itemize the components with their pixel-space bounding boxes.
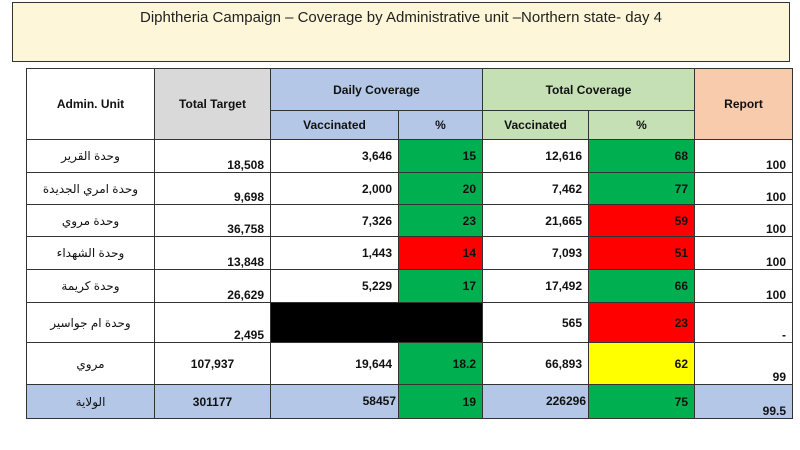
report-value: 100: [694, 236, 793, 270]
daily-percent-blank: [398, 302, 483, 343]
total-vaccinated: 17,492: [482, 269, 589, 303]
report-value: 100: [694, 172, 793, 205]
total-target: 9,698: [154, 172, 271, 205]
total-target: 26,629: [154, 269, 271, 303]
total-target: 301177: [154, 384, 271, 419]
coverage-table: Admin. Unit Total Target Daily Coverage …: [26, 68, 793, 419]
header-report: Report: [694, 68, 793, 140]
table-row: وحدة الشهداء 13,848 1,443 14 7,093 51 10…: [26, 236, 793, 270]
report-value: 99.5: [694, 384, 793, 419]
state-total-row: الولاية 301177 58457 19 226296 75 99.5: [26, 384, 793, 419]
daily-percent: 23: [398, 204, 483, 237]
total-vaccinated: 7,093: [482, 236, 589, 270]
total-percent: 66: [588, 269, 695, 303]
subheader-daily-percent: %: [398, 110, 483, 140]
total-percent: 62: [588, 342, 695, 385]
table-row: وحدة كريمة 26,629 5,229 17 17,492 66 100: [26, 269, 793, 303]
total-percent: 59: [588, 204, 695, 237]
unit-name: وحدة القرير: [26, 139, 155, 173]
table-row: وحدة ام جواسير 2,495 565 23 -: [26, 302, 793, 343]
total-percent: 75: [588, 384, 695, 419]
total-percent: 77: [588, 172, 695, 205]
daily-vaccinated: 1,443: [270, 236, 399, 270]
header-daily-coverage: Daily Coverage: [270, 68, 483, 111]
daily-percent: 17: [398, 269, 483, 303]
table-row: وحدة امري الجديدة 9,698 2,000 20 7,462 7…: [26, 172, 793, 205]
unit-name: وحدة ام جواسير: [26, 302, 155, 343]
unit-name: وحدة امري الجديدة: [26, 172, 155, 205]
unit-name: وحدة كريمة: [26, 269, 155, 303]
page-title: Diphtheria Campaign – Coverage by Admini…: [140, 9, 662, 26]
report-value: 100: [694, 269, 793, 303]
subheader-daily-vaccinated: Vaccinated: [270, 110, 399, 140]
report-value: 100: [694, 204, 793, 237]
header-total-target: Total Target: [154, 68, 271, 140]
daily-vaccinated: 7,326: [270, 204, 399, 237]
daily-percent: 15: [398, 139, 483, 173]
unit-name: الولاية: [26, 384, 155, 419]
header-admin-unit: Admin. Unit: [26, 68, 155, 140]
table-row: وحدة مروي 36,758 7,326 23 21,665 59 100: [26, 204, 793, 237]
unit-name: وحدة الشهداء: [26, 236, 155, 270]
daily-vaccinated-blank: [270, 302, 399, 343]
total-target: 13,848: [154, 236, 271, 270]
total-target: 2,495: [154, 302, 271, 343]
report-value: -: [694, 302, 793, 343]
report-value: 99: [694, 342, 793, 385]
daily-percent: 14: [398, 236, 483, 270]
subheader-total-vaccinated: Vaccinated: [482, 110, 589, 140]
daily-vaccinated: 58457: [270, 384, 399, 419]
report-value: 100: [694, 139, 793, 173]
daily-vaccinated: 2,000: [270, 172, 399, 205]
daily-vaccinated: 19,644: [270, 342, 399, 385]
unit-name: مروي: [26, 342, 155, 385]
total-percent: 51: [588, 236, 695, 270]
total-vaccinated: 21,665: [482, 204, 589, 237]
total-target: 18,508: [154, 139, 271, 173]
total-percent: 23: [588, 302, 695, 343]
total-vaccinated: 12,616: [482, 139, 589, 173]
total-vaccinated: 66,893: [482, 342, 589, 385]
total-target: 36,758: [154, 204, 271, 237]
total-percent: 68: [588, 139, 695, 173]
locality-total-row: مروي 107,937 19,644 18.2 66,893 62 99: [26, 342, 793, 385]
daily-vaccinated: 3,646: [270, 139, 399, 173]
header-total-coverage: Total Coverage: [482, 68, 695, 111]
unit-name: وحدة مروي: [26, 204, 155, 237]
daily-vaccinated: 5,229: [270, 269, 399, 303]
total-vaccinated: 226296: [482, 384, 589, 419]
title-box: Diphtheria Campaign – Coverage by Admini…: [12, 2, 790, 62]
total-vaccinated: 565: [482, 302, 589, 343]
daily-percent: 20: [398, 172, 483, 205]
daily-percent: 18.2: [398, 342, 483, 385]
table-row: وحدة القرير 18,508 3,646 15 12,616 68 10…: [26, 139, 793, 173]
subheader-total-percent: %: [588, 110, 695, 140]
total-target: 107,937: [154, 342, 271, 385]
total-vaccinated: 7,462: [482, 172, 589, 205]
daily-percent: 19: [398, 384, 483, 419]
